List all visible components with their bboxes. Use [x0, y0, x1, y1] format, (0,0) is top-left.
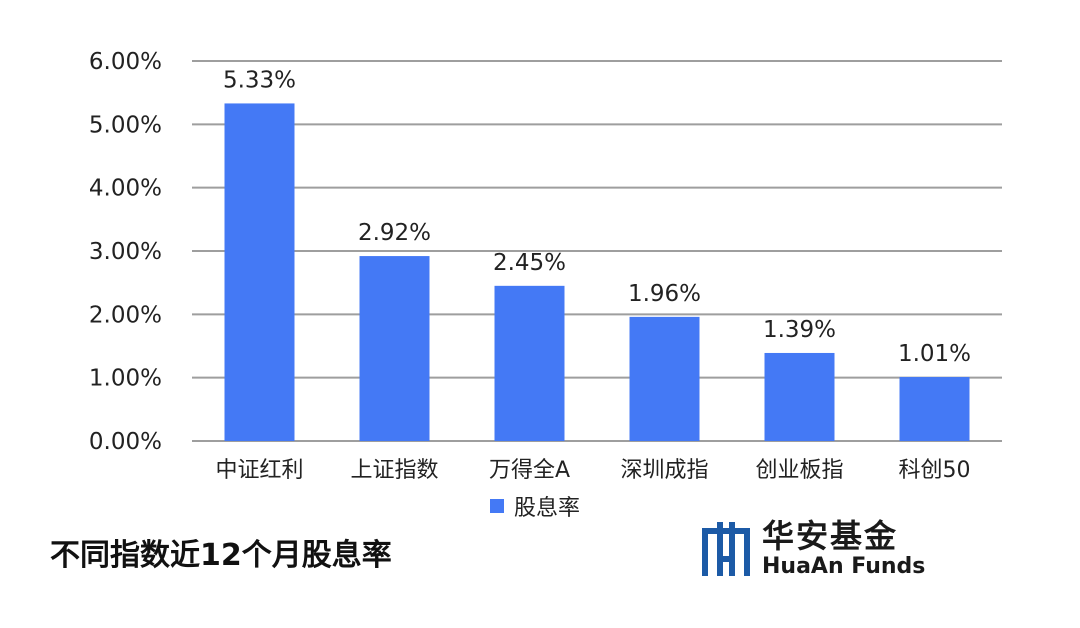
bars: [224, 103, 970, 441]
data-label: 2.45%: [493, 250, 566, 276]
logo-name-cn: 华安基金: [762, 517, 899, 555]
x-tick-label: 创业板指: [755, 458, 843, 483]
y-tick-label: 2.00%: [89, 302, 162, 328]
huaan-logo: 华安基金 HuaAn Funds: [700, 520, 925, 578]
y-axis-ticks: 0.00% 1.00% 2.00% 3.00% 4.00% 5.00% 6.00%: [89, 49, 162, 455]
chart-title: 不同指数近12个月股息率: [50, 538, 392, 573]
bar: [494, 285, 565, 441]
logo-name-en: HuaAn Funds: [762, 554, 926, 579]
bar: [764, 352, 835, 441]
huaan-logo-icon: [702, 522, 750, 576]
legend-label: 股息率: [514, 496, 581, 521]
x-tick-label: 上证指数: [350, 458, 438, 483]
bar: [629, 316, 700, 441]
x-tick-label: 科创50: [899, 458, 971, 483]
x-tick-label: 深圳成指: [620, 458, 708, 483]
legend: 股息率: [490, 490, 580, 522]
bar: [359, 256, 430, 441]
data-label: 2.92%: [358, 220, 431, 246]
data-label: 1.01%: [898, 341, 971, 367]
bar: [224, 103, 295, 441]
y-tick-label: 6.00%: [89, 49, 162, 75]
x-tick-label: 万得全A: [489, 458, 570, 483]
bar: [899, 377, 970, 441]
grid-lines: [192, 60, 1002, 442]
data-label: 5.33%: [223, 67, 296, 93]
legend-swatch: [490, 499, 504, 513]
data-label: 1.39%: [763, 317, 836, 343]
x-axis-ticks: 中证红利 上证指数 万得全A 深圳成指 创业板指 科创50: [215, 458, 970, 483]
y-tick-label: 4.00%: [89, 176, 162, 202]
y-tick-label: 0.00%: [89, 429, 162, 455]
y-tick-label: 5.00%: [89, 112, 162, 138]
y-tick-label: 3.00%: [89, 239, 162, 265]
data-label: 1.96%: [628, 281, 701, 307]
data-labels: 5.33% 2.92% 2.45% 1.96% 1.39% 1.01%: [223, 67, 971, 367]
x-tick-label: 中证红利: [215, 458, 303, 483]
y-tick-label: 1.00%: [89, 366, 162, 392]
